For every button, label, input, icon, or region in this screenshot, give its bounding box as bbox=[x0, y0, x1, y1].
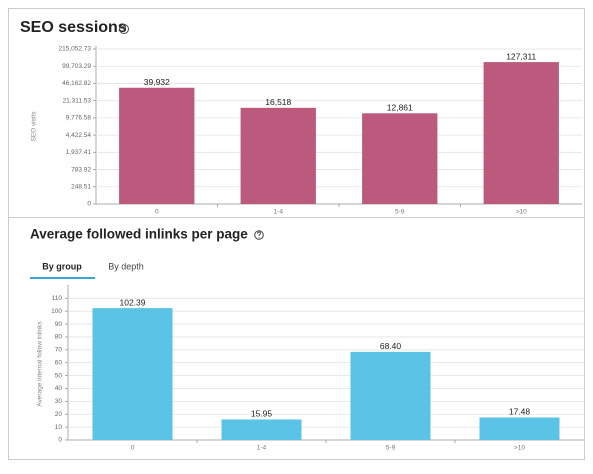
x-tick-label: >10 bbox=[514, 445, 525, 452]
bar bbox=[479, 417, 560, 440]
y-tick-label: 100 bbox=[51, 308, 62, 315]
value-label: 12,861 bbox=[387, 103, 413, 113]
value-label: 68.40 bbox=[380, 341, 402, 351]
y-tick-label: 90 bbox=[55, 321, 63, 328]
bar bbox=[362, 113, 438, 204]
y-axis-title: SEO visits bbox=[31, 111, 38, 142]
x-tick-label: 5-9 bbox=[386, 445, 396, 452]
y-tick-label: 80 bbox=[55, 334, 63, 341]
bar bbox=[119, 87, 195, 204]
y-tick-label: 50 bbox=[55, 372, 63, 379]
y-tick-label: 9,776.58 bbox=[66, 115, 92, 122]
value-label: 15.95 bbox=[251, 409, 273, 419]
y-tick-label: 20 bbox=[55, 411, 63, 418]
bar bbox=[221, 419, 302, 440]
help-icon[interactable] bbox=[119, 24, 129, 34]
value-label: 17.48 bbox=[509, 407, 531, 417]
bar bbox=[483, 62, 559, 205]
y-tick-label: 99,703.29 bbox=[62, 63, 91, 70]
chart-title: Average followed inlinks per page bbox=[30, 227, 248, 242]
y-tick-label: 60 bbox=[55, 359, 63, 366]
x-tick-label: 0 bbox=[155, 209, 159, 216]
value-label: 39,932 bbox=[144, 77, 170, 87]
x-tick-label: 1-4 bbox=[274, 209, 284, 216]
x-tick-label: 1-4 bbox=[257, 445, 267, 452]
y-tick-label: 40 bbox=[55, 385, 63, 392]
y-tick-label: 110 bbox=[52, 295, 63, 302]
bar bbox=[92, 308, 173, 440]
y-tick-label: 46,162.82 bbox=[62, 80, 91, 87]
value-label: 102.39 bbox=[120, 297, 146, 307]
tab[interactable]: By group bbox=[42, 261, 82, 271]
y-tick-label: 1,937.41 bbox=[66, 149, 92, 156]
x-tick-label: 0 bbox=[131, 445, 135, 452]
tab[interactable]: By depth bbox=[108, 261, 144, 271]
x-tick-label: 5-9 bbox=[395, 209, 405, 216]
value-label: 127,311 bbox=[506, 51, 536, 61]
y-tick-label: 30 bbox=[55, 398, 63, 405]
y-tick-label: 21,311.53 bbox=[63, 97, 92, 104]
y-tick-label: 10 bbox=[55, 424, 63, 431]
y-tick-label: 0 bbox=[87, 201, 91, 208]
value-label: 16,518 bbox=[265, 97, 291, 107]
y-axis-title: Average internal follow inlinks bbox=[37, 320, 44, 406]
bar bbox=[350, 351, 431, 440]
chart-title: SEO sessions bbox=[20, 19, 127, 36]
help-icon[interactable] bbox=[254, 230, 264, 240]
y-tick-label: 0 bbox=[58, 437, 62, 444]
y-tick-label: 4,422.54 bbox=[66, 132, 92, 139]
y-tick-label: 215,052.73 bbox=[58, 46, 91, 53]
y-tick-label: 248.51 bbox=[71, 183, 91, 190]
x-tick-label: >10 bbox=[516, 209, 527, 216]
y-tick-label: 783.92 bbox=[71, 166, 91, 173]
y-tick-label: 70 bbox=[55, 347, 63, 354]
bar bbox=[240, 107, 316, 204]
